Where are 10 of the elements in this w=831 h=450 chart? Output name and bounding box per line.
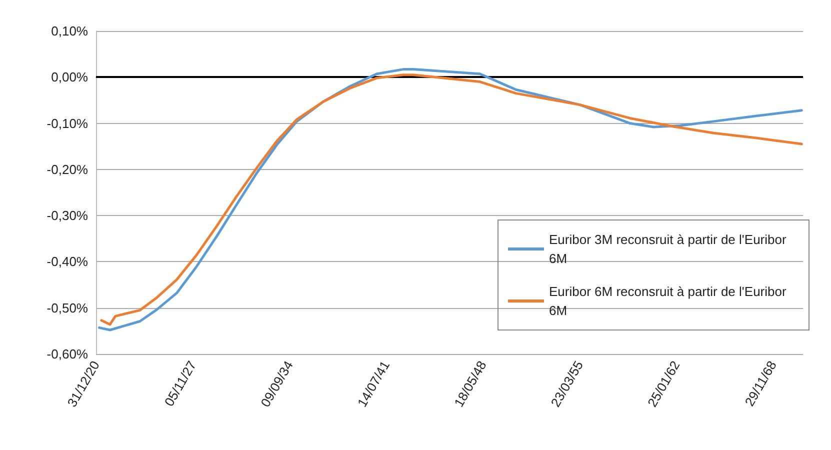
y-tick-label: -0,50% xyxy=(46,300,88,316)
legend-label: Euribor 6M reconsruit à partir de l'Euribor 6M xyxy=(549,284,790,318)
y-tick-label: -0,10% xyxy=(46,116,88,131)
y-tick-label: -0,60% xyxy=(46,346,88,362)
y-tick-label: -0,20% xyxy=(46,162,88,177)
y-tick-label: 0,10% xyxy=(51,24,88,38)
y-tick-label: -0,40% xyxy=(46,254,88,270)
y-tick-label: 0,00% xyxy=(51,70,88,85)
y-tick-label: -0,30% xyxy=(46,208,88,224)
legend-label: Euribor 3M reconsruit à partir de l'Euribor 6M xyxy=(549,232,790,266)
